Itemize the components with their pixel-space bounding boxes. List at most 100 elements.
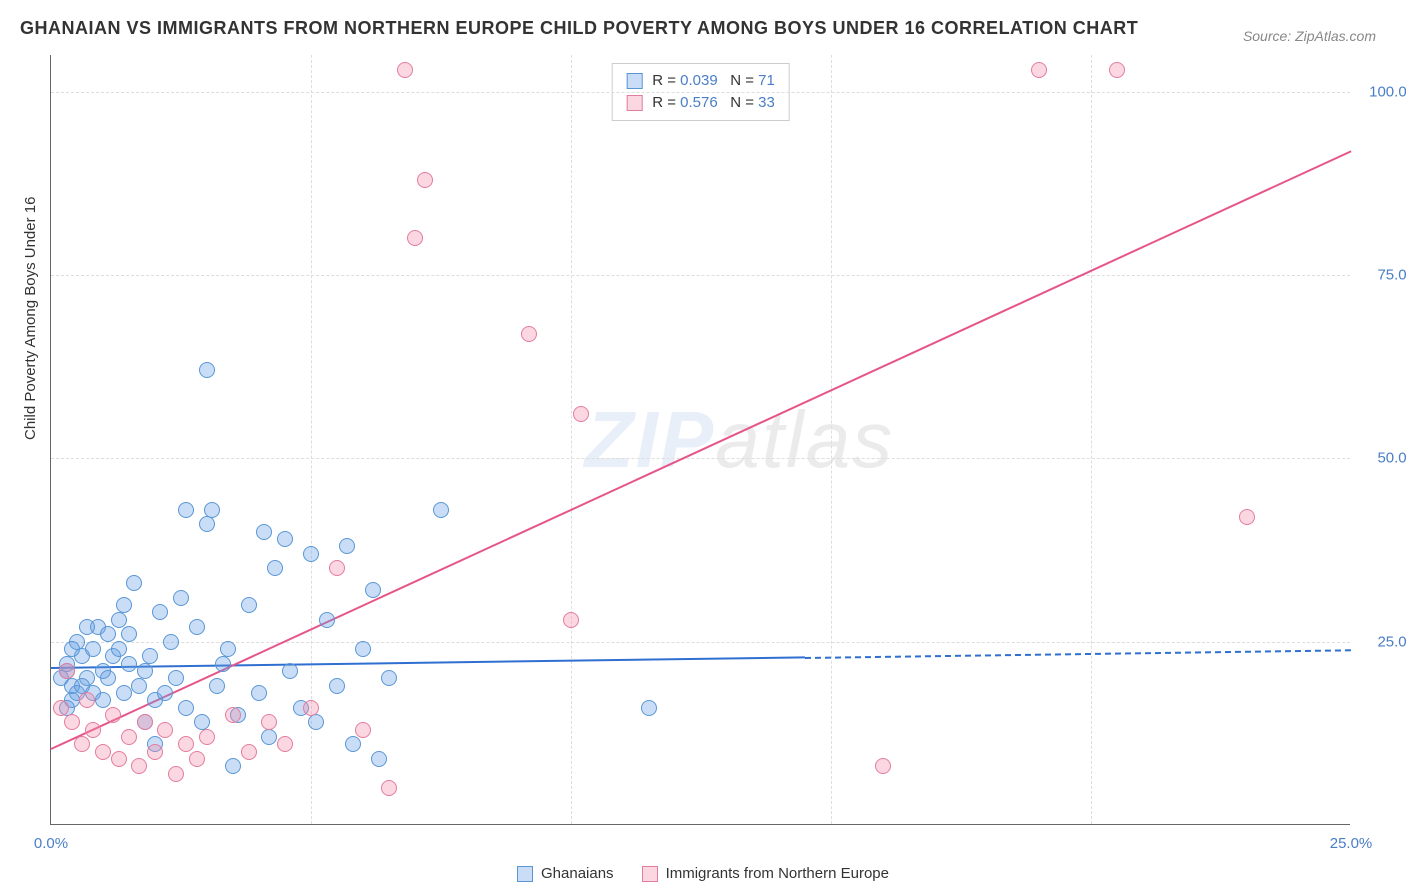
data-point-ghanaians (116, 597, 132, 613)
gridline-vertical (831, 55, 832, 824)
data-point-immigrants (85, 722, 101, 738)
data-point-immigrants (79, 692, 95, 708)
legend-swatch-ghanaians (626, 73, 642, 89)
data-point-ghanaians (64, 641, 80, 657)
data-point-immigrants (355, 722, 371, 738)
data-point-immigrants (189, 751, 205, 767)
data-point-ghanaians (116, 685, 132, 701)
data-point-immigrants (199, 729, 215, 745)
data-point-immigrants (277, 736, 293, 752)
regression-line-dashed-ghanaians (805, 649, 1351, 659)
data-point-ghanaians (126, 575, 142, 591)
data-point-immigrants (521, 326, 537, 342)
data-point-ghanaians (157, 685, 173, 701)
data-point-ghanaians (339, 538, 355, 554)
data-point-ghanaians (163, 634, 179, 650)
data-point-ghanaians (241, 597, 257, 613)
data-point-ghanaians (131, 678, 147, 694)
data-point-ghanaians (225, 758, 241, 774)
y-axis-title: Child Poverty Among Boys Under 16 (22, 197, 39, 440)
legend-label-ghanaians: Ghanaians (541, 865, 614, 882)
data-point-immigrants (1031, 62, 1047, 78)
gridline-horizontal (51, 458, 1350, 459)
data-point-immigrants (417, 172, 433, 188)
data-point-ghanaians (178, 700, 194, 716)
data-point-immigrants (178, 736, 194, 752)
data-point-ghanaians (137, 663, 153, 679)
data-point-ghanaians (641, 700, 657, 716)
y-tick-label: 25.0% (1360, 633, 1406, 650)
data-point-immigrants (381, 780, 397, 796)
data-point-ghanaians (194, 714, 210, 730)
data-point-ghanaians (95, 692, 111, 708)
data-point-immigrants (397, 62, 413, 78)
data-point-ghanaians (111, 612, 127, 628)
data-point-ghanaians (282, 663, 298, 679)
data-point-immigrants (64, 714, 80, 730)
data-point-immigrants (563, 612, 579, 628)
gridline-vertical (1091, 55, 1092, 824)
data-point-ghanaians (355, 641, 371, 657)
legend-swatch-immigrants (642, 866, 658, 882)
data-point-ghanaians (381, 670, 397, 686)
data-point-immigrants (137, 714, 153, 730)
data-point-ghanaians (215, 656, 231, 672)
y-tick-label: 75.0% (1360, 267, 1406, 284)
data-point-ghanaians (168, 670, 184, 686)
x-tick-label: 25.0% (1330, 835, 1373, 852)
series-legend: Ghanaians Immigrants from Northern Europe (517, 865, 889, 882)
data-point-ghanaians (152, 604, 168, 620)
gridline-vertical (571, 55, 572, 824)
data-point-ghanaians (319, 612, 335, 628)
chart-title: GHANAIAN VS IMMIGRANTS FROM NORTHERN EUR… (20, 18, 1138, 39)
data-point-ghanaians (189, 619, 205, 635)
data-point-immigrants (241, 744, 257, 760)
data-point-ghanaians (121, 626, 137, 642)
watermark: ZIPatlas (585, 394, 894, 486)
gridline-horizontal (51, 642, 1350, 643)
data-point-ghanaians (209, 678, 225, 694)
data-point-ghanaians (220, 641, 236, 657)
data-point-ghanaians (199, 362, 215, 378)
data-point-immigrants (573, 406, 589, 422)
data-point-ghanaians (100, 626, 116, 642)
data-point-immigrants (1239, 509, 1255, 525)
legend-item-ghanaians: Ghanaians (517, 865, 614, 882)
regression-line-immigrants (51, 150, 1352, 749)
data-point-immigrants (147, 744, 163, 760)
data-point-immigrants (1109, 62, 1125, 78)
data-point-immigrants (407, 230, 423, 246)
data-point-immigrants (131, 758, 147, 774)
stats-legend-row-ghanaians: R = 0.039 N = 71 (626, 70, 775, 92)
data-point-ghanaians (173, 590, 189, 606)
data-point-ghanaians (267, 560, 283, 576)
data-point-immigrants (875, 758, 891, 774)
legend-swatch-ghanaians (517, 866, 533, 882)
data-point-ghanaians (303, 546, 319, 562)
data-point-immigrants (329, 560, 345, 576)
stats-legend-text-immigrants: R = 0.576 N = 33 (652, 92, 775, 114)
regression-line-ghanaians (51, 657, 805, 670)
data-point-ghanaians (365, 582, 381, 598)
data-point-ghanaians (256, 524, 272, 540)
y-tick-label: 50.0% (1360, 450, 1406, 467)
data-point-immigrants (53, 700, 69, 716)
data-point-ghanaians (345, 736, 361, 752)
data-point-ghanaians (329, 678, 345, 694)
legend-label-immigrants: Immigrants from Northern Europe (666, 865, 889, 882)
gridline-horizontal (51, 275, 1350, 276)
data-point-immigrants (261, 714, 277, 730)
stats-legend-text-ghanaians: R = 0.039 N = 71 (652, 70, 775, 92)
data-point-ghanaians (251, 685, 267, 701)
data-point-ghanaians (178, 502, 194, 518)
data-point-immigrants (95, 744, 111, 760)
legend-swatch-immigrants (626, 95, 642, 111)
scatter-chart: ZIPatlas R = 0.039 N = 71R = 0.576 N = 3… (50, 55, 1350, 825)
data-point-immigrants (168, 766, 184, 782)
data-point-immigrants (121, 729, 137, 745)
data-point-immigrants (105, 707, 121, 723)
source-attribution: Source: ZipAtlas.com (1243, 28, 1376, 44)
data-point-ghanaians (100, 670, 116, 686)
data-point-ghanaians (277, 531, 293, 547)
data-point-ghanaians (111, 641, 127, 657)
